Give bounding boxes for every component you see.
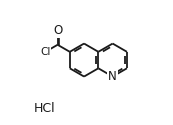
Text: Cl: Cl: [40, 47, 51, 57]
Text: O: O: [53, 24, 62, 37]
Text: HCl: HCl: [34, 102, 55, 116]
Text: N: N: [108, 70, 117, 83]
